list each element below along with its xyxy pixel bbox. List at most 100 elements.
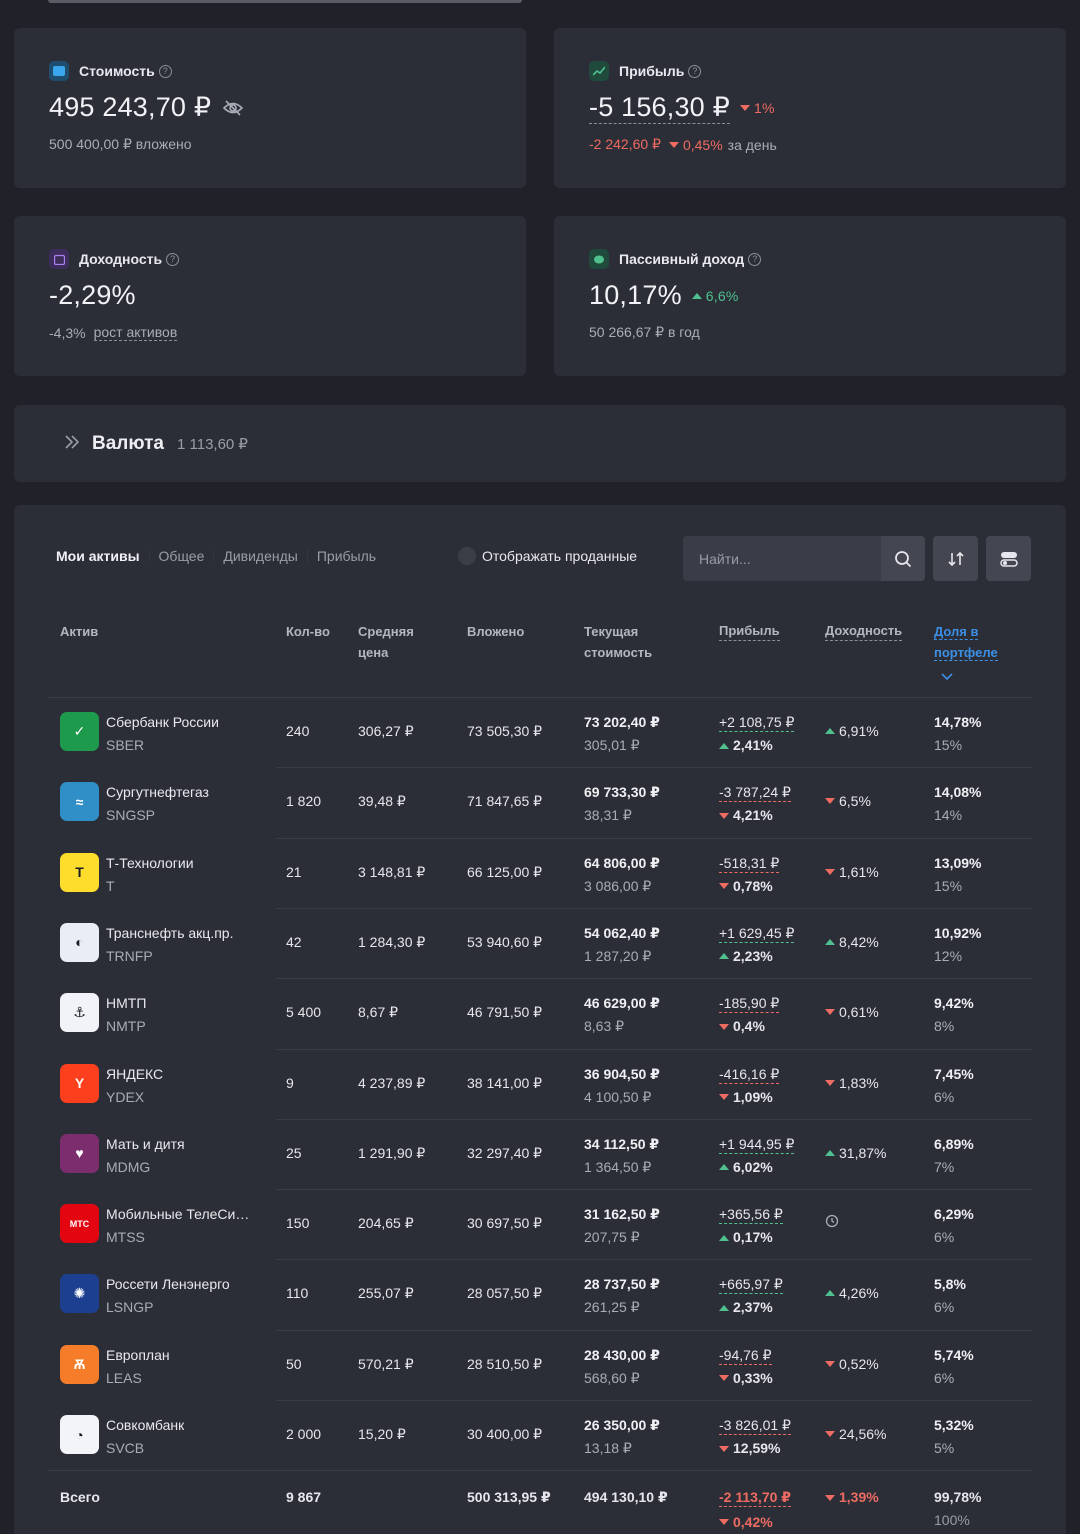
asset-name-cell[interactable]: НМТП NMTP (106, 992, 146, 1038)
asset-name-cell[interactable]: Мобильные ТелеСи… MTSS (106, 1203, 249, 1249)
row-avg-price: 39,48 ₽ (358, 793, 406, 810)
toggle-checkbox[interactable] (458, 547, 476, 565)
row-current: 36 904,50 ₽4 100,50 ₽ (584, 1065, 660, 1105)
assets-panel: Мои активы Общее Дивиденды Прибыль Отобр… (14, 505, 1066, 1534)
row-share: 7,45% 6% (934, 1065, 974, 1105)
help-icon[interactable]: ? (166, 252, 180, 266)
row-profit[interactable]: +365,56 ₽0,17% (719, 1206, 783, 1246)
row-profit[interactable]: +665,97 ₽2,37% (719, 1276, 783, 1316)
row-share: 14,78% 15% (934, 714, 982, 753)
row-profit[interactable]: -94,76 ₽0,33% (719, 1346, 773, 1386)
tab-profit[interactable]: Прибыль (306, 548, 385, 564)
asset-ticker: MTSS (106, 1229, 145, 1246)
profit-day-row: -2 242,60 ₽ 0,45% за день (589, 136, 777, 153)
sort-button[interactable] (933, 536, 978, 581)
asset-logo: ◔ (60, 1415, 99, 1454)
asset-name-cell[interactable]: Транснефть акц.пр. TRNFP (106, 922, 233, 968)
table-row[interactable]: ✓ Сбербанк России SBER 240 306,27 ₽ 73 505,30… (14, 697, 1066, 767)
asset-name-cell[interactable]: Сургутнефтегаз SNGSP (106, 781, 209, 827)
up-arrow-icon (825, 1149, 835, 1156)
row-profit[interactable]: -3 826,01 ₽12,59% (719, 1417, 791, 1456)
col-yield[interactable]: Доходность (825, 621, 903, 641)
help-icon[interactable]: ? (688, 64, 702, 78)
up-arrow-icon (691, 292, 702, 299)
row-profit[interactable]: -416,16 ₽1,09% (719, 1065, 780, 1105)
up-arrow-icon (825, 1290, 835, 1297)
search-button[interactable] (881, 536, 925, 581)
hide-eye-icon[interactable] (223, 99, 244, 116)
table-row[interactable]: Ѫ Европлан LEAS 50 570,21 ₽ 28 510,50 ₽ 28 430… (14, 1330, 1066, 1400)
sort-desc-icon[interactable] (941, 667, 953, 688)
currency-title: Валюта (92, 432, 164, 454)
col-share[interactable]: Доля в портфеле (934, 624, 998, 661)
row-avg-price: 15,20 ₽ (358, 1426, 406, 1442)
row-qty: 9 (286, 1074, 294, 1091)
table-row[interactable]: ✺ Россети Ленэнерго LSNGP 110 255,07 ₽ 28 057… (14, 1259, 1066, 1329)
row-qty: 42 (286, 933, 302, 950)
asset-name-cell[interactable]: Мать и дитя MDMG (106, 1133, 185, 1179)
tab-dividends[interactable]: Дивиденды (213, 548, 306, 564)
table-row[interactable]: ◔ Совкомбанк SVCB 2 000 15,20 ₽ 30 400,00 ₽ 26… (14, 1400, 1066, 1470)
profit-day-amount: -2 242,60 ₽ (589, 136, 661, 152)
asset-growth-link[interactable]: рост активов (93, 324, 178, 341)
row-avg-price: 306,27 ₽ (358, 723, 414, 739)
row-profit[interactable]: -518,31 ₽0,78% (719, 854, 780, 894)
table-row[interactable]: T Т-Технологии T 21 3 148,81 ₽ 66 125,00 ₽ 64 … (14, 838, 1066, 908)
help-icon[interactable]: ? (158, 64, 172, 78)
value-card-header: Стоимость ? (49, 61, 172, 81)
asset-name-cell[interactable]: Т-Технологии T (106, 852, 194, 898)
asset-name: Россети Ленэнерго (106, 1276, 230, 1293)
row-current: 28 430,00 ₽568,60 ₽ (584, 1346, 660, 1386)
asset-name-cell[interactable]: Россети Ленэнерго LSNGP (106, 1273, 230, 1319)
down-arrow-icon (668, 141, 679, 148)
profit-change: 1% (739, 100, 775, 116)
row-profit[interactable]: +1 629,45 ₽2,23% (719, 924, 795, 964)
table-row[interactable]: МТС Мобильные ТелеСи… MTSS 150 204,65 ₽ 30 69… (14, 1189, 1066, 1259)
total-current: 494 130,10 ₽ (584, 1489, 668, 1505)
row-profit[interactable]: +1 944,95 ₽6,02% (719, 1135, 795, 1175)
col-asset[interactable]: Актив (60, 624, 99, 639)
help-icon[interactable]: ? (748, 252, 762, 266)
row-current: 28 737,50 ₽261,25 ₽ (584, 1276, 660, 1316)
asset-name-cell[interactable]: Сбербанк России SBER (106, 711, 219, 757)
profit-card-header: Прибыль ? (589, 61, 702, 81)
row-qty: 240 (286, 723, 310, 739)
row-divider (276, 1259, 1032, 1261)
passive-per-year: 50 266,67 ₽ в год (589, 324, 700, 340)
col-invested[interactable]: Вложено (467, 624, 525, 639)
row-profit[interactable]: +2 108,75 ₽2,41% (719, 714, 795, 753)
row-share: 13,09% 15% (934, 854, 982, 894)
col-profit[interactable]: Прибыль (719, 621, 780, 641)
settings-toggle-button[interactable] (986, 536, 1031, 581)
table-row[interactable]: ◐ Транснефть акц.пр. TRNFP 42 1 284,30 ₽ 53 9… (14, 908, 1066, 978)
col-avg[interactable]: Средняя цена (358, 624, 414, 660)
table-row[interactable]: ≈ Сургутнефтегаз SNGSP 1 820 39,48 ₽ 71 847,6… (14, 767, 1066, 837)
total-label: Всего (60, 1489, 100, 1505)
asset-logo: T (60, 852, 99, 892)
asset-ticker: T (106, 877, 115, 894)
tab-general[interactable]: Общее (148, 548, 214, 564)
tab-my-assets[interactable]: Мои активы (56, 548, 140, 564)
row-divider (276, 837, 1032, 839)
search-box (683, 536, 925, 581)
col-current[interactable]: Текущая стоимость (584, 624, 653, 660)
profit-day-pct: 0,45% (668, 137, 723, 153)
row-avg-price: 4 237,89 ₽ (358, 1074, 426, 1091)
show-sold-toggle[interactable]: Отображать проданные (458, 547, 637, 565)
row-profit[interactable]: -3 787,24 ₽4,21% (719, 784, 791, 824)
asset-name: Мать и дитя (106, 1135, 185, 1152)
search-input[interactable] (683, 536, 881, 581)
table-row[interactable]: Y ЯНДЕКС YDEX 9 4 237,89 ₽ 38 141,00 ₽ 36 904,… (14, 1049, 1066, 1119)
row-profit[interactable]: -185,90 ₽0,4% (719, 995, 780, 1035)
table-row[interactable]: ♥ Мать и дитя MDMG 25 1 291,90 ₽ 32 297,40 ₽ 3… (14, 1119, 1066, 1189)
currency-section[interactable]: Валюта 1 113,60 ₽ (14, 405, 1066, 482)
table-row[interactable]: ⚓ НМТП NMTP 5 400 8,67 ₽ 46 791,50 ₽ 46 629,00… (14, 978, 1066, 1048)
down-arrow-icon (719, 1375, 729, 1382)
value-amount-row: 495 243,70 ₽ (49, 92, 244, 123)
col-qty[interactable]: Кол-во (286, 624, 330, 639)
asset-name-cell[interactable]: Совкомбанк SVCB (106, 1414, 184, 1460)
asset-name-cell[interactable]: ЯНДЕКС YDEX (106, 1063, 163, 1109)
profit-amount[interactable]: -5 156,30 ₽ (589, 92, 730, 124)
chevron-right-icon[interactable] (64, 433, 84, 454)
asset-name-cell[interactable]: Европлан LEAS (106, 1344, 170, 1390)
